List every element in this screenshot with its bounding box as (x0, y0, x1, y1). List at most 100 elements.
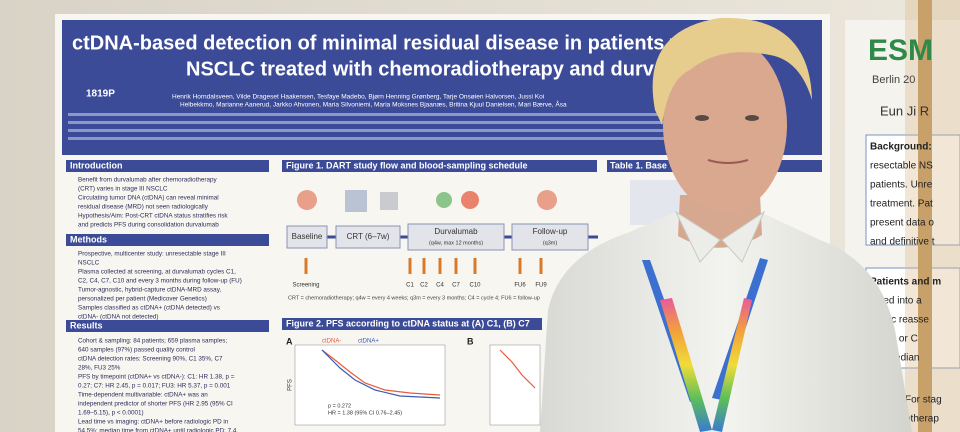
bullet-text: Lead time vs imaging: ctDNA+ before radi… (78, 419, 229, 426)
figure-title: Figure 2. PFS according to ctDNA status … (286, 318, 530, 328)
bullet-text: 28%, FU3 25% (78, 365, 121, 372)
eye (745, 115, 759, 121)
place: Berlin 20 (872, 74, 915, 86)
bullet-text: Circulating tumor DNA (ctDNA) can reveal… (78, 195, 219, 202)
panel-label: B (467, 336, 474, 346)
section-heading: Introduction (70, 160, 123, 170)
bullet-text: NSCLC (78, 260, 100, 267)
poster-authors: Helbekkmo, Marianne Aanerud, Jarkko Ahvo… (180, 100, 567, 109)
km-curve (321, 349, 441, 399)
tube-icon (304, 258, 308, 274)
legend-label: ctDNA+ (358, 339, 379, 345)
timepoint-label: C10 (469, 283, 481, 289)
lung-icon (297, 190, 317, 210)
figure-footnote: CRT = chemoradiotherapy; q4w = every 4 w… (288, 295, 540, 301)
lanyard-stripe (660, 298, 712, 432)
timepoint-label: C2 (420, 283, 428, 289)
section-heading: Results (70, 320, 103, 330)
flow-box (511, 223, 589, 251)
bullet-text: Plasma collected at screening, at durval… (78, 269, 236, 276)
bullet-text: 640 samples (97%) passed quality control (78, 347, 195, 354)
flow-note: (q4w, max 12 months) (429, 240, 483, 246)
right-text: otherap (905, 414, 939, 425)
patient-icon (345, 190, 367, 212)
bullet-text: Tumor-agnostic, hybrid-capture ctDNA-MRD… (78, 287, 221, 294)
right-text: patients. Unre (870, 180, 933, 191)
eye (695, 115, 709, 121)
timepoint-label: C7 (452, 283, 460, 289)
mouth (707, 159, 749, 164)
flow-box (286, 225, 328, 249)
machine-icon (380, 192, 398, 210)
bullet-text: residual disease (MRD) not seen radiolog… (78, 204, 209, 211)
flow-box (407, 223, 505, 251)
affiliation-line (68, 129, 668, 132)
legend-label: ctDNA- (322, 339, 341, 345)
panel-label: A (286, 336, 293, 346)
bullet-text: independent predictor of shorter PFS (HR… (78, 401, 233, 408)
flow-label: Baseline (292, 232, 323, 241)
flow-label: Follow-up (533, 227, 568, 236)
poster-code: 1819P (86, 89, 115, 100)
flow-note: (q3m) (543, 240, 558, 246)
wood-frame (905, 0, 960, 432)
bullet-text: Prospective, multicenter study: unresect… (78, 251, 226, 258)
section-bar (282, 160, 597, 172)
bullet-text: Benefit from durvalumab after chemoradio… (78, 177, 217, 184)
right-text: present data o (870, 218, 934, 229)
poster-authors: Henrik Horndalsveen, Vilde Drageset Haak… (172, 94, 544, 101)
tube-icon (518, 258, 522, 274)
affiliation-line (68, 121, 668, 124)
right-text: For stag (905, 395, 942, 406)
collar (674, 210, 766, 263)
axis-label: PFS (288, 379, 294, 391)
bullet-text: personalized per patient (Medicover Gene… (78, 296, 207, 303)
bullet-text: and predicts PFS during consolidation du… (78, 222, 219, 229)
right-text: resectable NS (870, 161, 933, 172)
figure-title: Figure 1. DART study flow and blood-samp… (286, 160, 528, 170)
bullet-text: PFS by timepoint (ctDNA+ vs ctDNA-): C1:… (78, 374, 235, 381)
tube-icon (473, 258, 477, 274)
lanyard-stripe (712, 298, 752, 432)
lung-icon (537, 190, 557, 210)
wood-post (918, 0, 932, 432)
bullet-text: 0.27; C7: HR 2.45, p = 0.017; FU3: HR 5.… (78, 383, 231, 390)
pill-icon (436, 192, 452, 208)
timepoint-label: FU6 (514, 283, 526, 289)
tube-icon (438, 258, 442, 274)
right-text: abolic reasse (870, 315, 929, 326)
timepoint-label: FU9 (535, 283, 547, 289)
pill-icon (461, 191, 479, 209)
right-text: Patients and m (870, 277, 941, 288)
right-text: treatment. Pat (870, 199, 933, 210)
flow-label: CRT (6–7w) (347, 232, 390, 241)
bullet-text: Cohort & sampling: 84 patients; 659 plas… (78, 338, 227, 345)
stat-text: HR = 1.38 (95% CI 0.76–2.45) (328, 410, 402, 416)
bullet-text: ctDNA- (ctDNA not detected) (78, 314, 159, 321)
bullet-text: Samples classified as ctDNA+ (ctDNA dete… (78, 305, 220, 312)
timepoint-label: C1 (406, 283, 414, 289)
section-bar (66, 320, 269, 332)
right-text: Background: (870, 142, 932, 153)
bullet-text: C2, C4, C7, C10 and every 3 months durin… (78, 278, 242, 285)
flow-box (335, 225, 401, 249)
bullet-text: Time-dependent multivariable: ctDNA+ was… (78, 392, 208, 399)
section-bar (282, 318, 542, 330)
face (663, 37, 787, 213)
timepoint-label: Screening (292, 283, 319, 289)
tube-icon (408, 258, 412, 274)
person (540, 17, 912, 432)
km-curve (321, 349, 441, 396)
tube-icon (454, 258, 458, 274)
section-bar (66, 160, 269, 172)
affiliation-line (68, 113, 668, 116)
section-heading: Methods (70, 234, 107, 244)
right-text: and definitive t (870, 237, 935, 248)
flow-label: Durvalumab (434, 227, 478, 236)
logo: ESM (868, 34, 933, 67)
tube-icon (539, 258, 543, 274)
km-curve (499, 349, 536, 389)
right-text: rolled into a (870, 296, 922, 307)
bullet-text: Hypothesis/Aim: Post-CRT ctDNA status st… (78, 213, 228, 220)
